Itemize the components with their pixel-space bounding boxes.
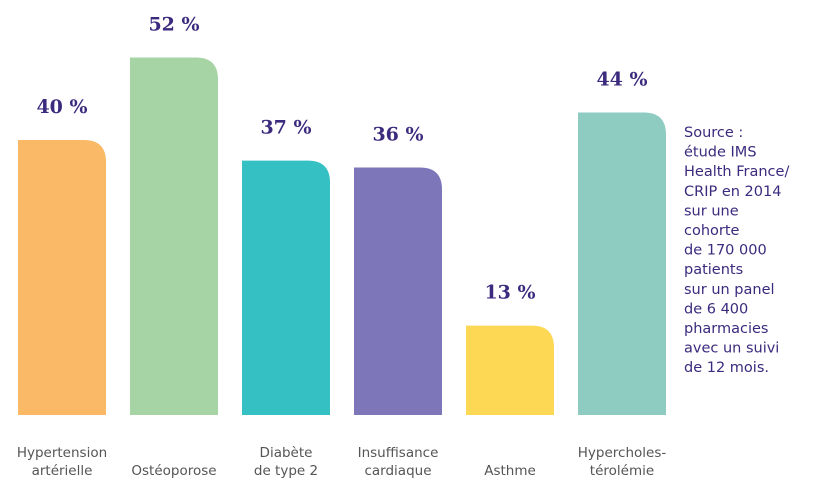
category-label: Ostéoporose	[131, 463, 216, 479]
category-label: Diabète	[260, 445, 313, 461]
bar	[578, 112, 666, 415]
bar	[466, 325, 554, 415]
value-label: 37 %	[260, 117, 311, 139]
category-label: artérielle	[32, 463, 93, 479]
source-note: Source :	[684, 125, 743, 141]
category-label: térolémie	[590, 463, 654, 479]
source-note: pharmacies	[684, 321, 768, 337]
bar	[354, 167, 442, 415]
category-label: Hypercholes-	[578, 445, 667, 461]
category-label: cardiaque	[364, 463, 431, 479]
source-note: étude IMS	[684, 145, 757, 161]
category-label: Asthme	[484, 463, 536, 479]
source-note: de 6 400	[684, 301, 748, 317]
source-note: patients	[684, 262, 743, 278]
source-note: cohorte	[684, 223, 740, 239]
bar	[18, 140, 106, 415]
value-label: 52 %	[148, 14, 199, 36]
category-label: de type 2	[254, 463, 318, 479]
value-label: 40 %	[36, 96, 87, 118]
bar	[130, 57, 218, 415]
value-label: 36 %	[372, 124, 423, 146]
source-note: de 170 000	[684, 243, 767, 259]
source-note: sur une	[684, 203, 739, 219]
source-note: sur un panel	[684, 282, 775, 298]
source-note: CRIP en 2014	[684, 184, 781, 200]
value-label: 13 %	[484, 282, 535, 304]
bar	[242, 160, 330, 415]
source-note: avec un suivi	[684, 341, 779, 357]
source-note: Health France/	[684, 164, 789, 180]
value-label: 44 %	[596, 69, 647, 91]
source-note: de 12 mois.	[684, 360, 769, 376]
category-label: Hypertension	[17, 445, 107, 461]
category-label: Insuffisance	[358, 445, 439, 461]
